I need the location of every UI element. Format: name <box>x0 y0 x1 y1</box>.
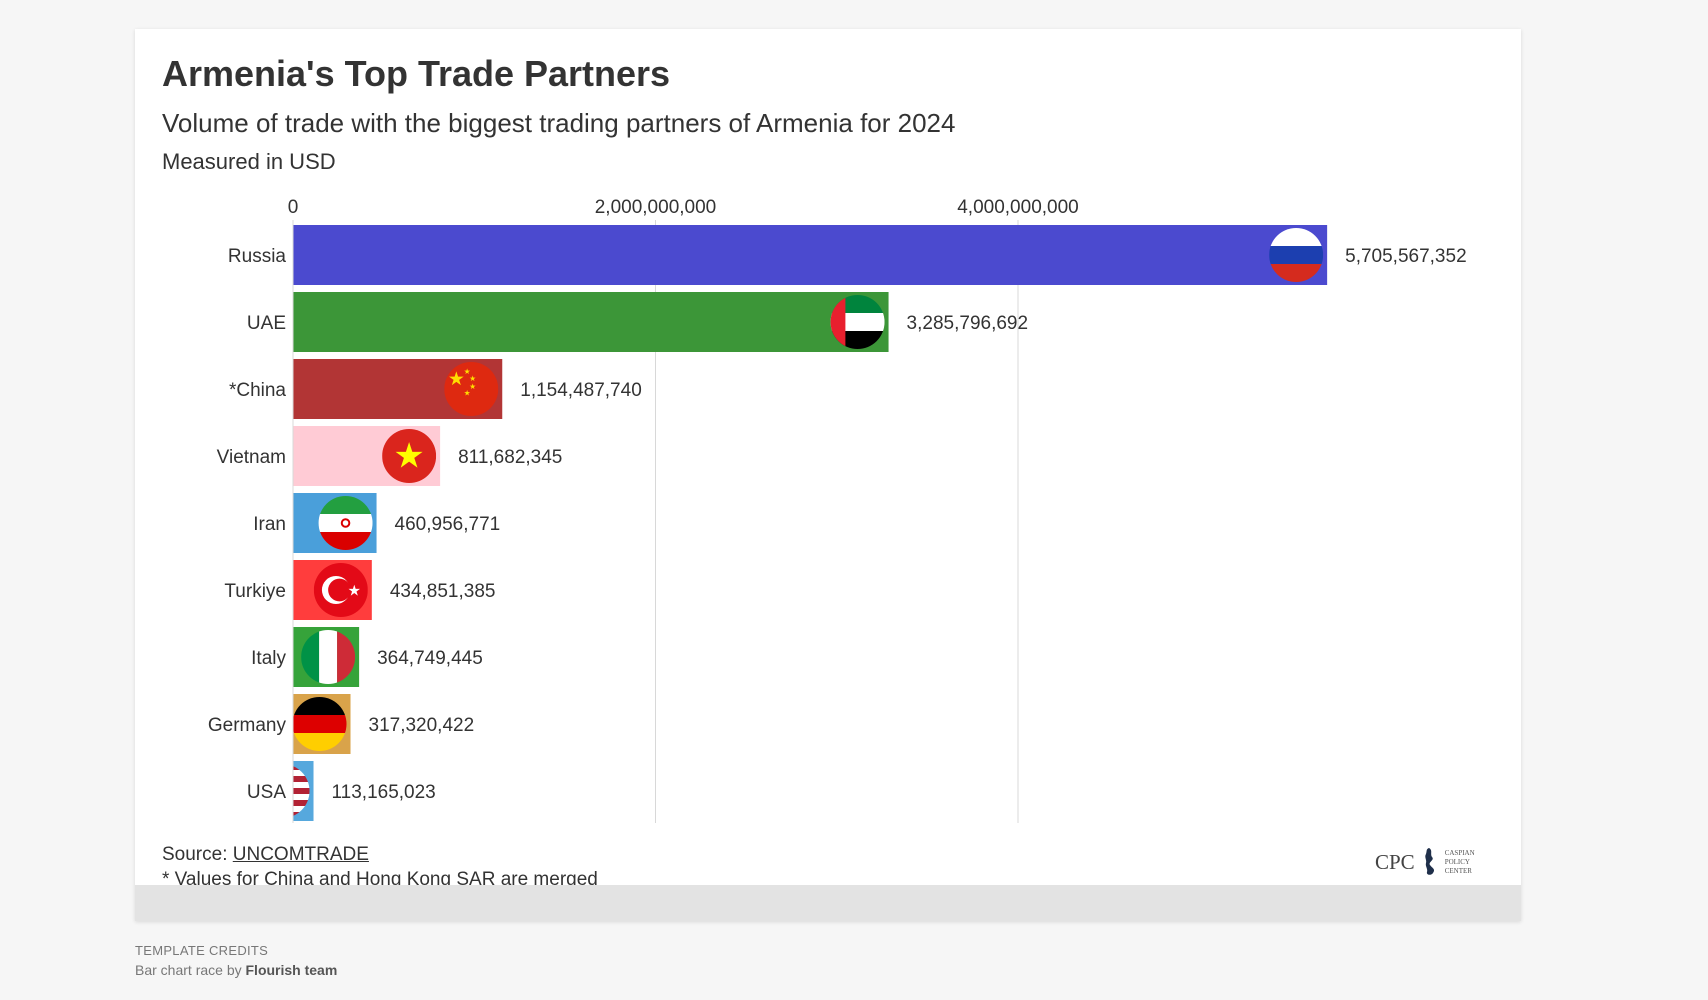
value-label: 317,320,422 <box>369 715 475 736</box>
credits-author[interactable]: Flourish team <box>245 962 338 978</box>
value-label: 5,705,567,352 <box>1345 246 1467 267</box>
value-label: 1,154,487,740 <box>520 380 642 401</box>
category-label: Russia <box>228 246 287 267</box>
turkiye-flag-icon: ★ <box>313 563 368 617</box>
category-label: Vietnam <box>217 447 286 468</box>
category-label: Germany <box>208 715 287 736</box>
value-label: 364,749,445 <box>377 648 483 669</box>
category-label: Turkiye <box>224 581 286 602</box>
svg-text:★: ★ <box>348 581 361 599</box>
source-label: Source: <box>162 844 228 865</box>
iran-flag-icon <box>318 496 373 550</box>
russia-flag-icon <box>1269 228 1324 282</box>
value-label: 434,851,385 <box>390 581 496 602</box>
svg-text:★: ★ <box>393 435 424 476</box>
footnote: * Values for China and Hong Kong SAR are… <box>162 869 598 890</box>
bar-chart: 0 2,000,000,000 4,000,000,000 Russia 5,705,5… <box>208 197 1467 823</box>
category-label: Italy <box>251 648 286 669</box>
credits-title: TEMPLATE CREDITS <box>135 943 269 958</box>
logo-fullname: Caspian Policy Center <box>1445 849 1475 876</box>
category-label: UAE <box>247 313 286 334</box>
credits-prefix: Bar chart race by <box>135 962 242 978</box>
cpc-logo: CPC Caspian Policy Center <box>1375 847 1475 877</box>
logo-abbr: CPC <box>1375 849 1415 874</box>
category-label: *China <box>229 380 286 401</box>
svg-text:★: ★ <box>448 368 465 390</box>
logo-line2: Policy <box>1444 857 1470 866</box>
category-label: USA <box>247 782 286 803</box>
vietnam-flag-icon: ★ <box>382 429 437 483</box>
x-tick-label: 4,000,000,000 <box>957 197 1079 218</box>
bar <box>293 225 1328 285</box>
germany-flag-icon <box>293 697 347 751</box>
source-line: Source: UNCOMTRADE <box>162 844 369 866</box>
source-link[interactable]: UNCOMTRADE <box>232 844 369 865</box>
logo-line1: Caspian <box>1444 848 1475 857</box>
card-footer-bar <box>135 885 1521 921</box>
chart-title: Armenia's Top Trade Partners <box>162 53 671 94</box>
x-tick-label: 0 <box>288 197 299 218</box>
svg-text:★: ★ <box>464 389 471 398</box>
chart-card: Armenia's Top Trade Partners Volume of t… <box>135 29 1521 921</box>
bar <box>293 292 889 352</box>
chart-subtitle: Volume of trade with the biggest trading… <box>162 108 956 138</box>
value-label: 460,956,771 <box>395 514 501 535</box>
caspian-sea-icon <box>1424 848 1434 875</box>
svg-text:★: ★ <box>464 367 471 376</box>
value-label: 113,165,023 <box>332 782 436 803</box>
italy-flag-icon <box>301 630 356 684</box>
x-tick-label: 2,000,000,000 <box>595 197 717 218</box>
measure-note: Measured in USD <box>162 149 336 174</box>
credits-line: Bar chart race by Flourish team <box>135 962 337 978</box>
category-label: Iran <box>253 514 286 535</box>
svg-text:★: ★ <box>469 382 476 391</box>
value-label: 811,682,345 <box>458 447 562 468</box>
value-label: 3,285,796,692 <box>907 313 1029 334</box>
logo-line3: Center <box>1444 866 1472 875</box>
svg-text:★: ★ <box>469 374 476 383</box>
china-flag-icon: ★★★★★ <box>444 362 499 416</box>
uae-flag-icon <box>830 295 885 349</box>
